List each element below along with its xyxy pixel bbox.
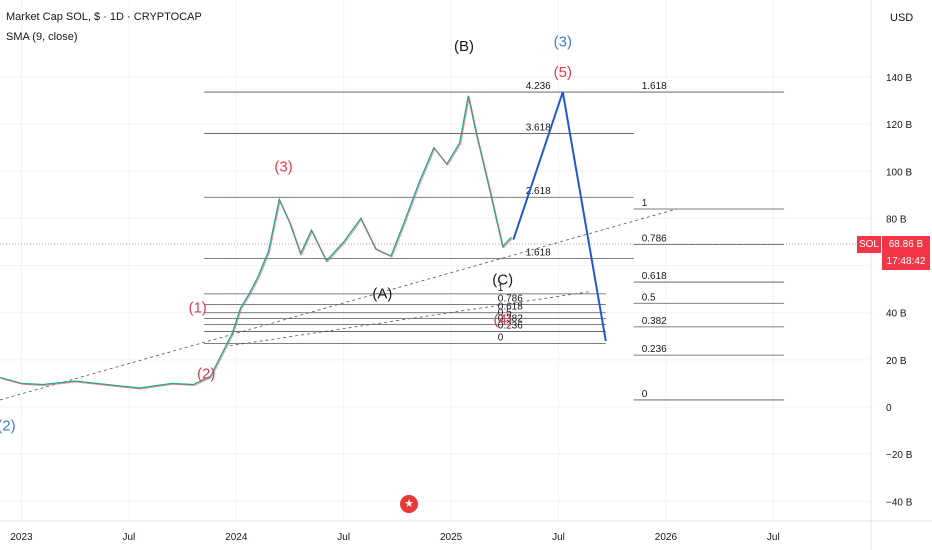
- wave-label: (4): [493, 312, 511, 329]
- projection-line: [512, 91, 607, 342]
- fib-label: 4.236: [526, 81, 551, 92]
- fib-label: 2.618: [526, 186, 551, 197]
- fib-label: 1: [498, 283, 504, 294]
- wave-labels: (2) (1) (2) (3) (A) (B) (C) (4) (5) (3): [0, 33, 572, 434]
- fib-label: 0.786: [642, 233, 667, 244]
- wave-label: (2): [0, 418, 16, 435]
- fib-label: 0.786: [498, 293, 523, 304]
- y-tick-label: −40 B: [886, 497, 913, 508]
- fib-label: 1.618: [526, 248, 551, 259]
- trendlines: [0, 208, 677, 401]
- x-tick-label: Jul: [552, 532, 565, 543]
- chart-title: Market Cap SOL, $ · 1D · CRYPTOCAP: [6, 11, 202, 23]
- fib-label: 0.618: [498, 302, 523, 313]
- indicator-label[interactable]: SMA (9, close): [6, 31, 78, 43]
- y-tick-label: 80 B: [886, 214, 907, 225]
- fib-label: 0: [498, 332, 504, 343]
- fib-label: 0.618: [642, 271, 667, 282]
- us-flag-icon[interactable]: ★: [400, 495, 418, 513]
- fib-label: 0: [642, 389, 648, 400]
- currency-label[interactable]: USD: [890, 12, 914, 24]
- fib-label: 0.5: [498, 308, 512, 319]
- y-tick-label: 140 B: [886, 73, 912, 84]
- projection-path: [512, 91, 607, 342]
- x-tick-label: Jul: [337, 532, 350, 543]
- wave-label: (5): [554, 64, 572, 81]
- price-value: 68.86 B: [888, 239, 924, 250]
- y-tick-label: 0: [886, 403, 892, 414]
- grid: [0, 0, 870, 520]
- fib-label: 0.382: [642, 316, 667, 327]
- price-label: 68.86 B 17:48:42: [882, 236, 930, 270]
- symbol-badge: SOL: [857, 236, 881, 253]
- wave-label: (C): [492, 271, 513, 288]
- x-tick-label: Jul: [767, 532, 780, 543]
- y-tick-label: 120 B: [886, 120, 912, 131]
- fib-label: 1.618: [642, 81, 667, 92]
- wave-label: (3): [274, 158, 292, 175]
- wave-label: (3): [554, 33, 572, 50]
- fib-label: 0.236: [642, 344, 667, 355]
- fib-label: 0.382: [498, 314, 523, 325]
- price-line: [0, 95, 512, 389]
- y-tick-label: −20 B: [886, 450, 913, 461]
- wave-label: (2): [197, 366, 215, 383]
- x-tick-label: 2025: [440, 532, 463, 543]
- y-tick-label: 40 B: [886, 309, 907, 320]
- wave-label: (A): [372, 286, 392, 303]
- x-tick-label: 2024: [225, 532, 248, 543]
- bar-countdown: 17:48:42: [886, 256, 926, 267]
- fib-label: 3.618: [526, 123, 551, 134]
- y-tick-label: 20 B: [886, 356, 907, 367]
- fib-levels: 4.2363.6182.6181.6181.61810.7860.6180.50…: [204, 81, 785, 401]
- x-tick-label: 2023: [10, 532, 33, 543]
- x-tick-label: Jul: [122, 532, 135, 543]
- wave-label: (B): [454, 38, 474, 55]
- price-series: [0, 95, 513, 390]
- y-tick-label: 100 B: [886, 167, 912, 178]
- x-axis[interactable]: 2023 Jul 2024 Jul 2025 Jul 2026 Jul: [0, 520, 932, 543]
- fib-label: 0.5: [642, 292, 656, 303]
- fib-label: 0.236: [498, 321, 523, 332]
- x-tick-label: 2026: [655, 532, 678, 543]
- wave-label: (1): [188, 300, 206, 317]
- trendline: [229, 291, 591, 347]
- fib-label: 1: [642, 198, 648, 209]
- price-line-shadow: [0, 96, 513, 390]
